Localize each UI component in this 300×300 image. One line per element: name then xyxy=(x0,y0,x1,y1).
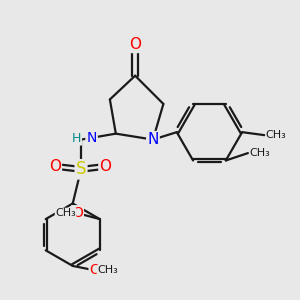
Text: N: N xyxy=(147,132,159,147)
Text: O: O xyxy=(49,159,61,174)
Text: H: H xyxy=(72,132,81,145)
Text: O: O xyxy=(99,159,111,174)
Text: CH₃: CH₃ xyxy=(249,148,270,158)
Text: CH₃: CH₃ xyxy=(55,208,76,218)
Text: CH₃: CH₃ xyxy=(97,266,118,275)
Text: O: O xyxy=(90,263,101,278)
Text: O: O xyxy=(129,37,141,52)
Text: N: N xyxy=(86,131,97,145)
Text: CH₃: CH₃ xyxy=(266,130,286,140)
Text: O: O xyxy=(72,206,83,220)
Text: S: S xyxy=(76,160,86,178)
